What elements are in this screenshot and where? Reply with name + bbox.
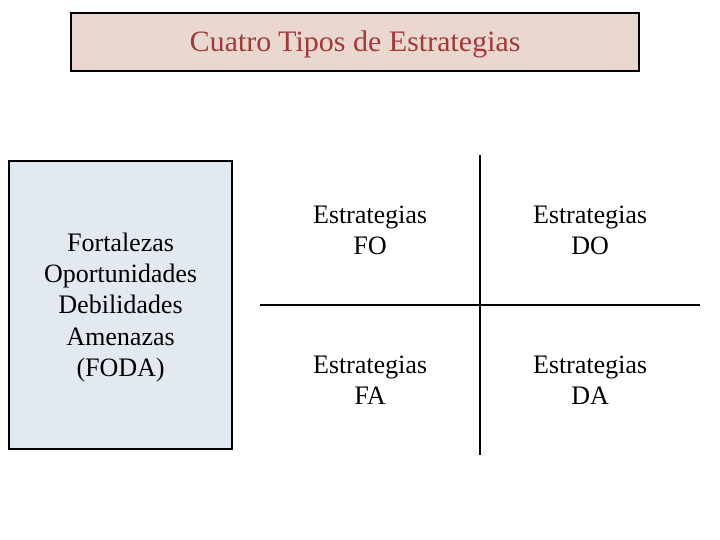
foda-line-1: Oportunidades: [44, 258, 197, 289]
strategy-matrix: Estrategias FO Estrategias DO Estrategia…: [260, 155, 700, 455]
matrix-cell-fo-line1: Estrategias: [313, 199, 427, 230]
matrix-cell-fo: Estrategias FO: [260, 155, 480, 305]
title-text: Cuatro Tipos de Estrategias: [190, 25, 521, 59]
foda-line-4: (FODA): [76, 352, 164, 383]
foda-line-3: Amenazas: [66, 321, 174, 352]
matrix-cell-fa-line2: FA: [354, 380, 385, 411]
foda-box: Fortalezas Oportunidades Debilidades Ame…: [8, 160, 233, 450]
matrix-cell-da-line1: Estrategias: [533, 349, 647, 380]
foda-line-2: Debilidades: [58, 289, 182, 320]
matrix-cell-fa: Estrategias FA: [260, 305, 480, 455]
matrix-cell-da: Estrategias DA: [480, 305, 700, 455]
matrix-cell-do: Estrategias DO: [480, 155, 700, 305]
matrix-cell-da-line2: DA: [571, 380, 609, 411]
matrix-cell-do-line2: DO: [571, 230, 609, 261]
matrix-cell-do-line1: Estrategias: [533, 199, 647, 230]
foda-line-0: Fortalezas: [67, 227, 174, 258]
matrix-cell-fa-line1: Estrategias: [313, 349, 427, 380]
matrix-cell-fo-line2: FO: [353, 230, 386, 261]
slide-canvas: Cuatro Tipos de Estrategias Fortalezas O…: [0, 0, 720, 540]
title-box: Cuatro Tipos de Estrategias: [70, 12, 640, 72]
